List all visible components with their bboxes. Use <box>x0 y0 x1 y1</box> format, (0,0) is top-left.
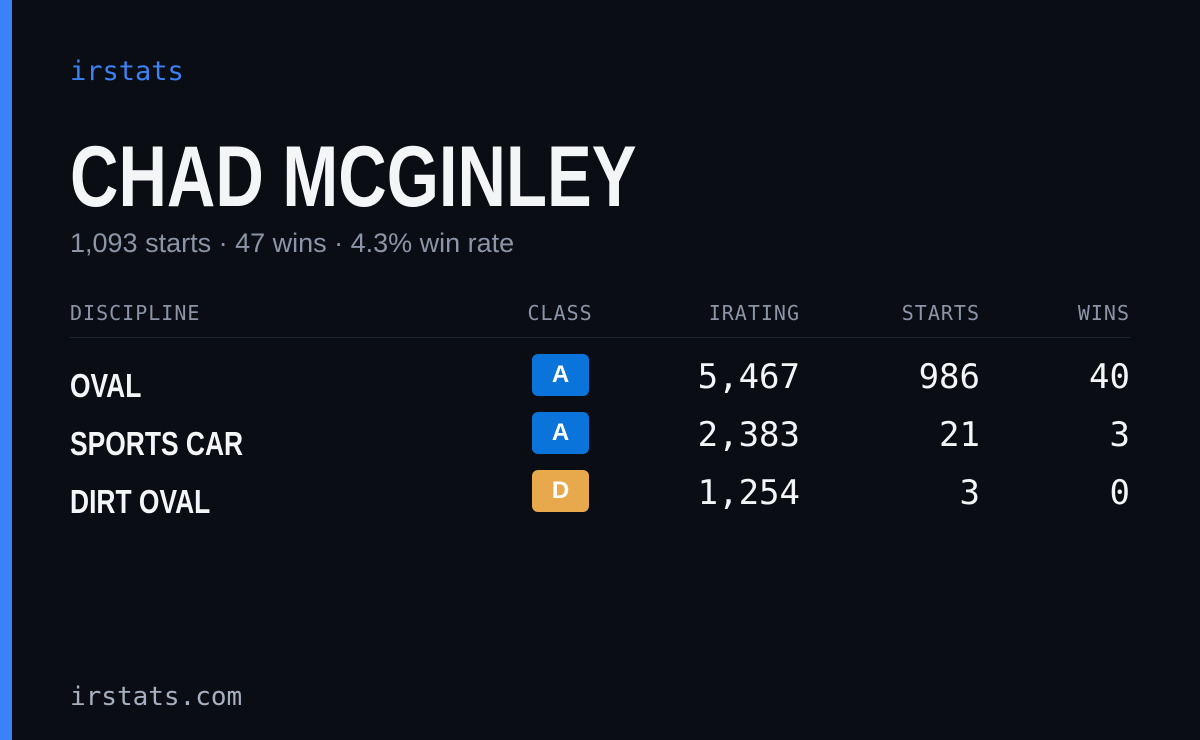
stat-value: 21 <box>939 415 980 455</box>
stat-value: 3 <box>1109 415 1130 455</box>
column-header: STARTS <box>901 301 980 325</box>
brand: irstats <box>70 56 184 87</box>
column-header: WINS <box>1077 301 1130 325</box>
header-rule <box>70 337 1130 338</box>
column-header: DISCIPLINE <box>70 301 201 325</box>
column-header: IRATING <box>708 301 800 325</box>
stat-value: 986 <box>918 357 980 397</box>
stat-value: 1,254 <box>697 473 800 513</box>
accent-bar <box>0 0 12 740</box>
class-badge: D <box>532 470 589 512</box>
stat-value: 3 <box>959 473 980 513</box>
class-badge: A <box>532 354 589 396</box>
stat-value: 2,383 <box>697 415 800 455</box>
stat-value: 5,467 <box>697 357 800 397</box>
discipline: SPORTS CAR <box>70 425 244 462</box>
stat-value: 40 <box>1089 357 1130 397</box>
class-badge: A <box>532 412 589 454</box>
stat-value: 0 <box>1109 473 1130 513</box>
discipline: OVAL <box>70 367 142 404</box>
footer: irstats.com <box>70 682 243 712</box>
column-header: CLASS <box>527 301 593 325</box>
discipline: DIRT OVAL <box>70 483 211 520</box>
summary: 1,093 starts · 47 wins · 4.3% win rate <box>70 228 515 258</box>
driver-name: CHAD MCGINLEY <box>70 129 637 225</box>
